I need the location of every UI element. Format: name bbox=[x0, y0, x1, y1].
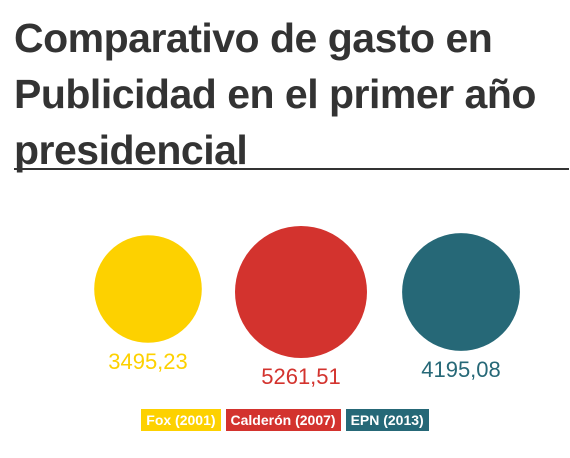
title-divider bbox=[14, 168, 569, 170]
legend-item-epn: EPN (2013) bbox=[345, 409, 429, 431]
value-label-epn: 4195,08 bbox=[421, 357, 501, 382]
value-label-fox: 3495,23 bbox=[108, 349, 188, 374]
legend-item-fox: Fox (2001) bbox=[141, 409, 221, 431]
bubble-epn bbox=[402, 233, 520, 351]
bubble-chart: 3495,23 5261,51 4195,08 bbox=[94, 226, 520, 389]
legend: Fox (2001) Calderón (2007) EPN (2013) bbox=[0, 409, 570, 431]
bubble-calderon bbox=[235, 226, 367, 358]
chart-title: Comparativo de gasto en Publicidad en el… bbox=[14, 15, 536, 173]
value-label-calderon: 5261,51 bbox=[261, 364, 341, 389]
bubble-fox bbox=[94, 235, 202, 343]
legend-item-calderon: Calderón (2007) bbox=[225, 409, 341, 431]
